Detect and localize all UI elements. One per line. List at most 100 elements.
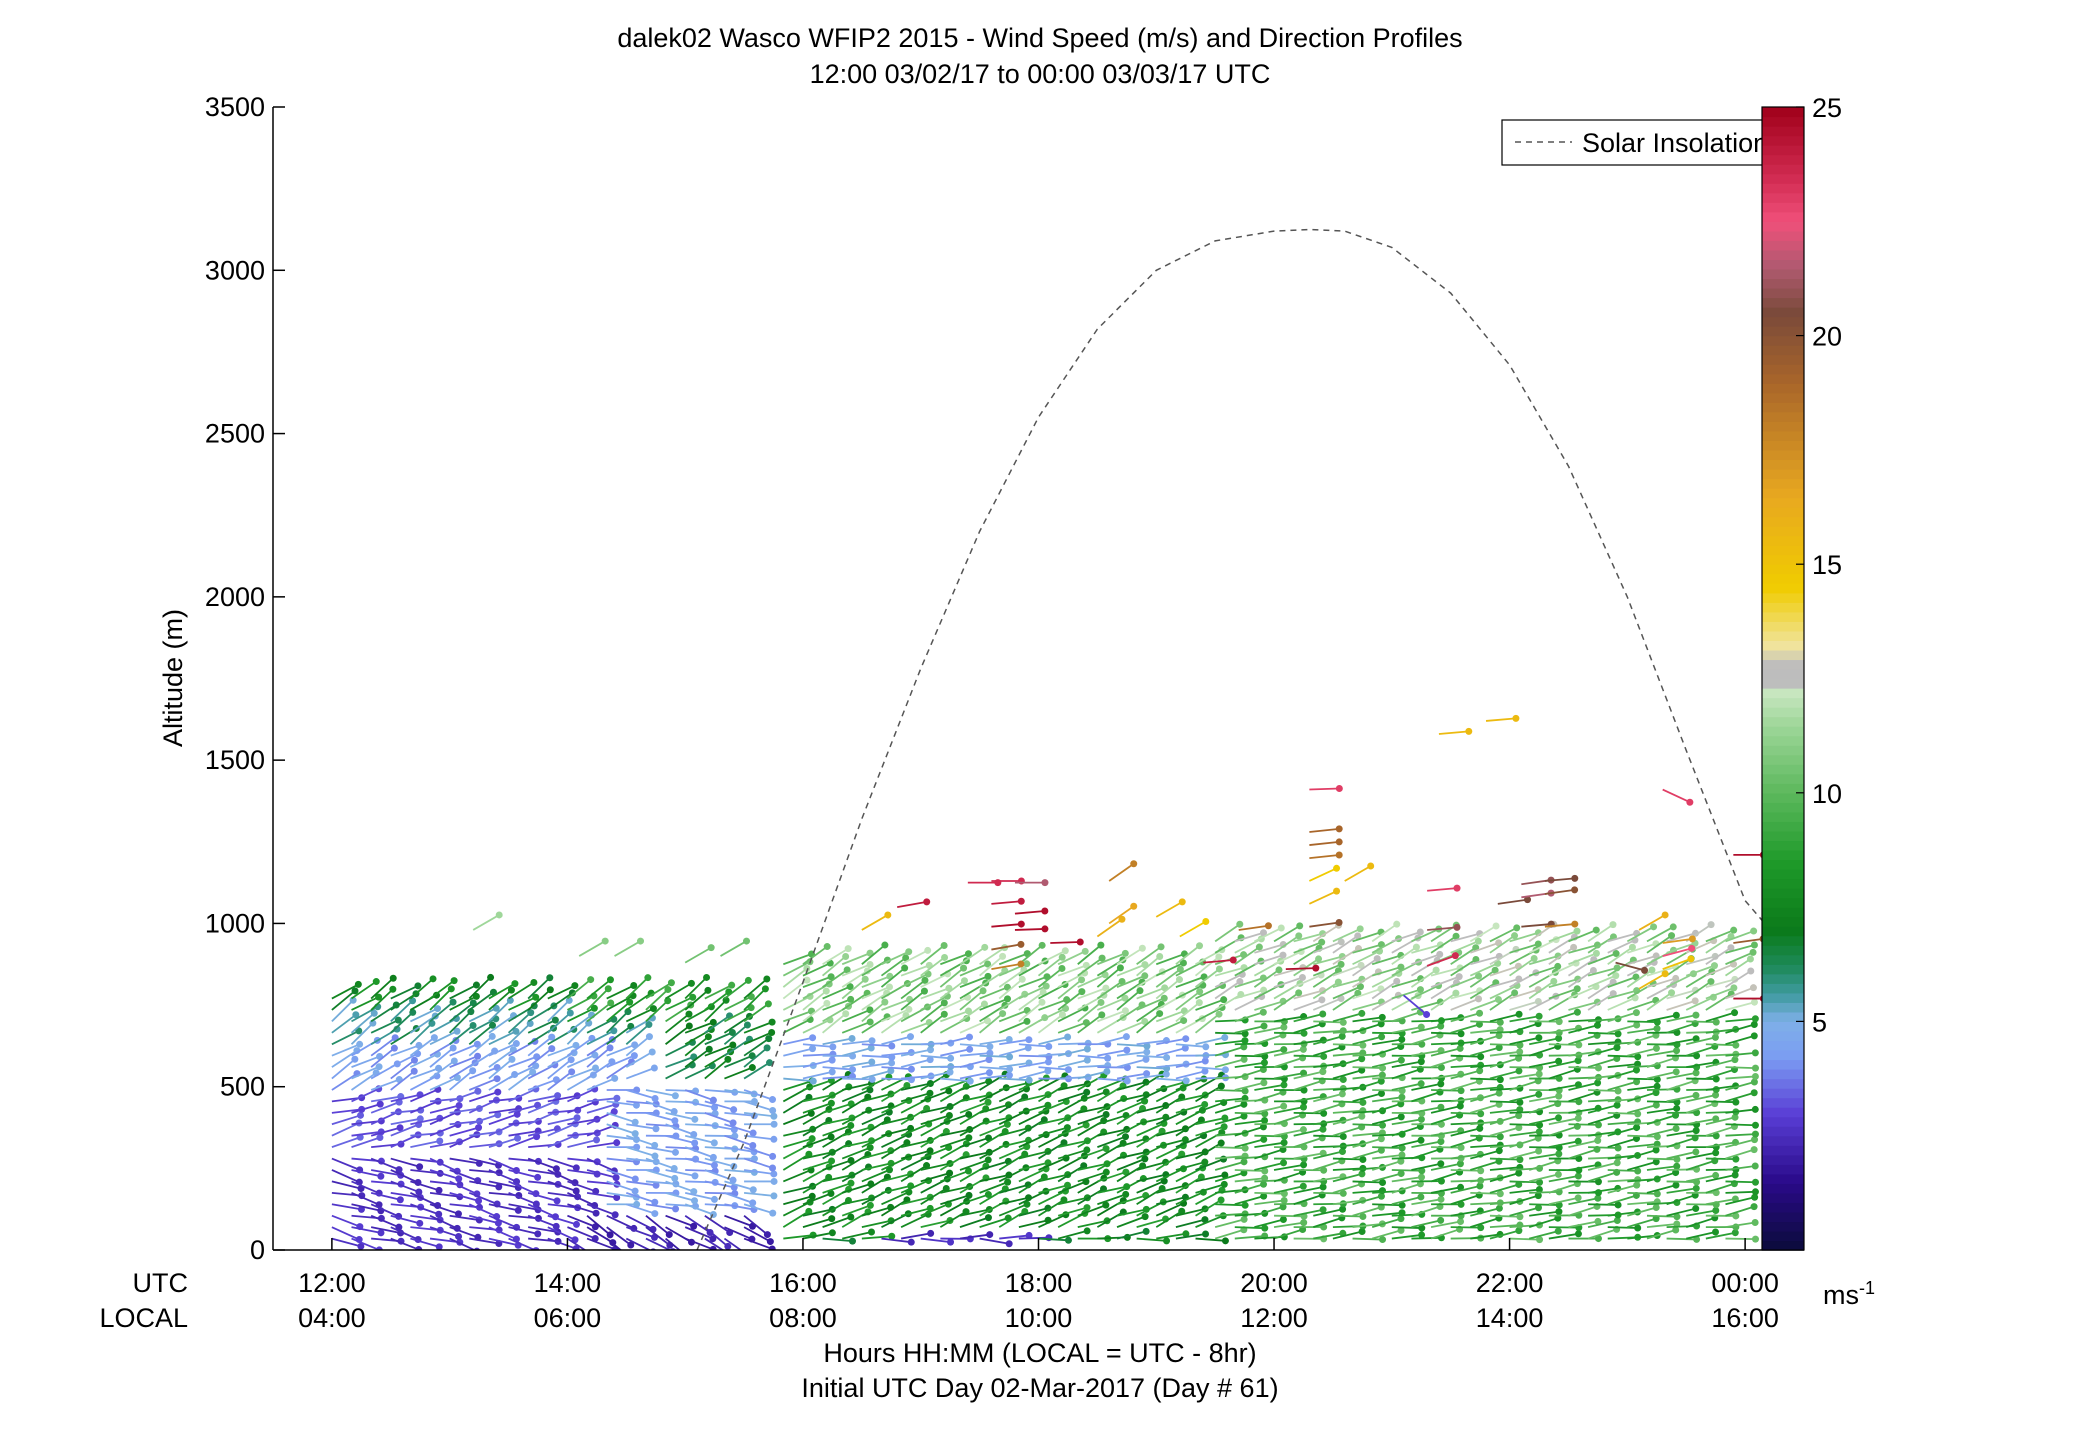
wind-barb-head xyxy=(985,1099,992,1106)
wind-barb-head xyxy=(1571,921,1578,928)
wind-barb-head xyxy=(1221,1034,1228,1041)
wind-barb-head xyxy=(1333,888,1340,895)
wind-barb-head xyxy=(435,1211,442,1218)
wind-barb-head xyxy=(1751,1146,1758,1153)
wind-barb-head xyxy=(881,942,888,949)
wind-barb-head xyxy=(1550,978,1557,985)
wind-barb-head xyxy=(1433,967,1440,974)
wind-barb xyxy=(1667,1181,1697,1182)
wind-barb-head xyxy=(1123,1047,1130,1054)
wind-barb-head xyxy=(1082,948,1089,955)
wind-barb-head xyxy=(907,1033,914,1040)
colorbar-segment xyxy=(1762,774,1804,784)
wind-barb-head xyxy=(436,1138,443,1145)
wind-barb xyxy=(705,1193,735,1194)
wind-barb-head xyxy=(651,1064,658,1071)
wind-barb-head xyxy=(809,1034,816,1041)
colorbar-segment xyxy=(1762,679,1804,689)
wind-barb-head xyxy=(845,945,852,952)
wind-barb-head xyxy=(351,1056,358,1063)
wind-barb-head xyxy=(571,982,578,989)
wind-barb-head xyxy=(455,1175,462,1182)
wind-barb-head xyxy=(1019,976,1026,983)
wind-barb-head xyxy=(1493,922,1500,929)
wind-barb xyxy=(1725,1181,1755,1182)
wind-barb-head xyxy=(611,1075,618,1082)
wind-barb-head xyxy=(1752,1122,1759,1129)
colorbar-segment xyxy=(1762,174,1804,184)
wind-barb-head xyxy=(1122,1133,1129,1140)
wind-barb-head xyxy=(1218,1083,1225,1090)
colorbar-segment xyxy=(1762,945,1804,955)
wind-barb-head xyxy=(1515,1067,1522,1074)
wind-barb-head xyxy=(568,1068,575,1075)
colorbar-segment xyxy=(1762,688,1804,698)
wind-barb-head xyxy=(547,986,554,993)
wind-barb-head xyxy=(607,1044,614,1051)
wind-barb-head xyxy=(1141,972,1148,979)
colorbar-segment xyxy=(1762,545,1804,555)
wind-barb xyxy=(1568,1067,1598,1068)
wind-barb-head xyxy=(1078,976,1085,983)
wind-barb-head xyxy=(689,994,696,1001)
colorbar-segment xyxy=(1762,393,1804,403)
colorbar-segment xyxy=(1762,1117,1804,1127)
colorbar-segment xyxy=(1762,402,1804,412)
wind-barb-head xyxy=(355,981,362,988)
wind-barb-head xyxy=(946,1170,953,1177)
wind-barb-head xyxy=(1018,898,1025,905)
colorbar-segment xyxy=(1762,650,1804,660)
colorbar-segment xyxy=(1762,640,1804,650)
wind-barb-head xyxy=(999,1010,1006,1017)
wind-barb-head xyxy=(1122,950,1129,957)
wind-barb-head xyxy=(1215,953,1222,960)
wind-barb-head xyxy=(1633,1009,1640,1016)
colorbar-segment xyxy=(1762,1183,1804,1193)
wind-barb-head xyxy=(554,1197,561,1204)
wind-barb-head xyxy=(397,1196,404,1203)
colorbar-segment xyxy=(1762,1136,1804,1146)
wind-barb-head xyxy=(1336,919,1343,926)
wind-barb-head xyxy=(1295,989,1302,996)
wind-barb-head xyxy=(1555,1114,1562,1121)
wind-barb-head xyxy=(612,1211,619,1218)
wind-barb-head xyxy=(1418,1080,1425,1087)
wind-barb xyxy=(1353,1181,1383,1182)
wind-barb-head xyxy=(1230,957,1237,964)
wind-barb-head xyxy=(961,977,968,984)
wind-barb-head xyxy=(809,1135,816,1142)
wind-barb xyxy=(1274,1216,1304,1217)
wind-barb-head xyxy=(1747,956,1754,963)
wind-barb-head xyxy=(1752,1049,1759,1056)
wind-barb-head xyxy=(1161,995,1168,1002)
wind-barb-head xyxy=(1515,1170,1522,1177)
wind-barb-head xyxy=(749,1064,756,1071)
wind-barb-head xyxy=(947,1239,954,1246)
wind-barb-head xyxy=(1536,1070,1543,1077)
wind-barb-head xyxy=(1593,927,1600,934)
colorbar-unit: ms-1 xyxy=(1823,1278,1875,1310)
wind-barb-head xyxy=(1609,921,1616,928)
wind-barb-head xyxy=(1006,1072,1013,1079)
chart-title: dalek02 Wasco WFIP2 2015 - Wind Speed (m… xyxy=(617,23,1462,53)
wind-barb xyxy=(1254,1124,1284,1125)
x-tick-label-local: 10:00 xyxy=(1005,1303,1073,1333)
wind-barb-head xyxy=(1752,1236,1759,1243)
wind-barb-head xyxy=(1163,1054,1170,1061)
wind-barb xyxy=(1647,1101,1677,1102)
colorbar-segment xyxy=(1762,602,1804,612)
wind-barb-head xyxy=(847,1180,854,1187)
wind-barb xyxy=(1529,1135,1559,1136)
wind-barb-head xyxy=(941,954,948,961)
colorbar-segment xyxy=(1762,1231,1804,1241)
wind-barb-head xyxy=(1241,1056,1248,1063)
wind-barb-head xyxy=(470,1022,477,1029)
wind-barb xyxy=(1725,1124,1755,1125)
wind-barb-head xyxy=(672,1149,679,1156)
wind-barb-head xyxy=(1653,1045,1660,1052)
wind-barb-head xyxy=(691,1197,698,1204)
wind-barb-head xyxy=(1004,1179,1011,1186)
wind-barb-head xyxy=(985,1156,992,1163)
wind-barb-head xyxy=(1673,1163,1680,1170)
wind-barb-head xyxy=(1296,922,1303,929)
